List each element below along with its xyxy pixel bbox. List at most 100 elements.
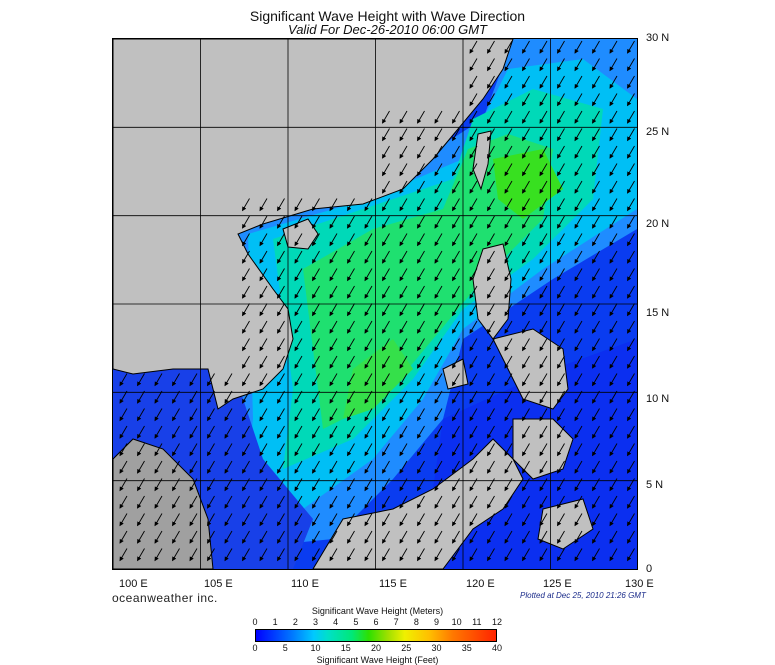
wave-arrow: [522, 390, 530, 404]
wave-arrow: [224, 548, 233, 562]
wave-arrow: [399, 390, 408, 404]
colorbar-title-feet: Significant Wave Height (Feet): [316, 655, 439, 665]
wave-arrow: [452, 110, 460, 124]
wave-arrow: [312, 530, 320, 544]
wave-arrow: [434, 390, 443, 404]
wave-arrow: [382, 128, 390, 142]
wave-arrow: [434, 145, 443, 159]
meter-tick: 7: [393, 617, 399, 627]
wave-arrow: [329, 530, 338, 544]
wave-arrow: [259, 408, 268, 422]
wave-arrow: [522, 198, 530, 212]
wave-arrow: [627, 495, 635, 509]
lat-label-25: 25 N: [646, 126, 670, 138]
wave-arrow: [172, 373, 180, 387]
wave-arrow: [137, 530, 145, 544]
wave-arrow: [574, 268, 583, 282]
wave-arrow: [137, 460, 145, 474]
wave-arrow: [592, 478, 600, 492]
wave-arrow: [294, 268, 303, 282]
wave-arrow: [487, 373, 495, 387]
wave-arrow: [609, 93, 618, 107]
wave-arrow: [242, 355, 250, 369]
wave-arrow: [329, 548, 338, 562]
wave-arrow: [364, 513, 373, 527]
wave-arrow: [609, 285, 618, 299]
wave-arrow: [522, 530, 530, 544]
wave-arrow: [417, 338, 425, 352]
wave-arrow: [329, 425, 338, 439]
colorbar-title-meters: Significant Wave Height (Meters): [311, 606, 444, 616]
wave-arrow: [539, 495, 548, 509]
wave-arrow: [627, 390, 635, 404]
wave-arrow: [364, 338, 373, 352]
wave-arrow: [504, 145, 513, 159]
wave-arrow: [329, 303, 338, 317]
wave-arrow: [592, 373, 600, 387]
wave-arrow: [434, 443, 443, 457]
wave-arrow: [522, 215, 530, 229]
wave-arrow: [504, 303, 513, 317]
wave-direction-arrows: [119, 40, 635, 562]
wave-arrow: [487, 355, 495, 369]
wave-arrow: [574, 478, 583, 492]
wave-arrow: [469, 425, 478, 439]
wave-arrow: [382, 110, 390, 124]
wave-arrow: [609, 320, 618, 334]
wave-arrow: [469, 128, 478, 142]
wave-arrow: [574, 58, 583, 72]
lon-label-110: 110 E: [291, 578, 319, 590]
wave-arrow: [172, 495, 180, 509]
wave-arrow: [504, 268, 513, 282]
wave-arrow: [382, 338, 390, 352]
wave-arrow: [347, 233, 355, 247]
wave-arrow: [154, 495, 163, 509]
wave-arrow: [399, 233, 408, 247]
wave-arrow: [557, 233, 565, 247]
wave-arrow: [417, 548, 425, 562]
wave-arrow: [592, 285, 600, 299]
graticule: [113, 39, 637, 569]
wave-arrow: [294, 443, 303, 457]
wave-arrow: [627, 233, 635, 247]
wave-arrow: [224, 373, 233, 387]
wave-arrow: [312, 495, 320, 509]
wave-arrow: [574, 530, 583, 544]
wave-arrow: [522, 40, 530, 54]
wave-arrow: [452, 408, 460, 422]
wave-arrow: [469, 58, 478, 72]
wave-arrow: [574, 495, 583, 509]
wave-arrow: [137, 513, 145, 527]
wave-arrow: [434, 355, 443, 369]
wave-arrow: [259, 303, 268, 317]
wave-arrow: [487, 303, 495, 317]
wave-arrow: [399, 460, 408, 474]
wave-arrow: [347, 268, 355, 282]
wave-arrow: [224, 495, 233, 509]
wave-arrow: [539, 460, 548, 474]
wave-arrow: [522, 250, 530, 264]
wave-arrow: [574, 233, 583, 247]
wave-arrow: [469, 40, 478, 54]
wave-arrow: [539, 408, 548, 422]
wave-arrow: [539, 320, 548, 334]
wave-arrow: [487, 180, 495, 194]
wave-arrow: [469, 180, 478, 194]
wave-arrow: [539, 233, 548, 247]
feet-tick: 35: [461, 643, 472, 653]
wave-arrow: [522, 320, 530, 334]
wave-arrow: [207, 513, 215, 527]
wave-arrow: [399, 268, 408, 282]
wave-arrow: [242, 495, 250, 509]
wave-arrow: [382, 460, 390, 474]
wave-arrow: [312, 215, 320, 229]
wave-arrow: [399, 548, 408, 562]
wave-arrow: [207, 443, 215, 457]
feet-tick: 0: [252, 643, 258, 653]
wave-arrow: [557, 548, 565, 562]
wave-arrow: [592, 460, 600, 474]
wave-arrow: [469, 338, 478, 352]
wave-arrow: [417, 355, 425, 369]
wave-arrow: [277, 373, 285, 387]
wave-arrow: [522, 128, 530, 142]
